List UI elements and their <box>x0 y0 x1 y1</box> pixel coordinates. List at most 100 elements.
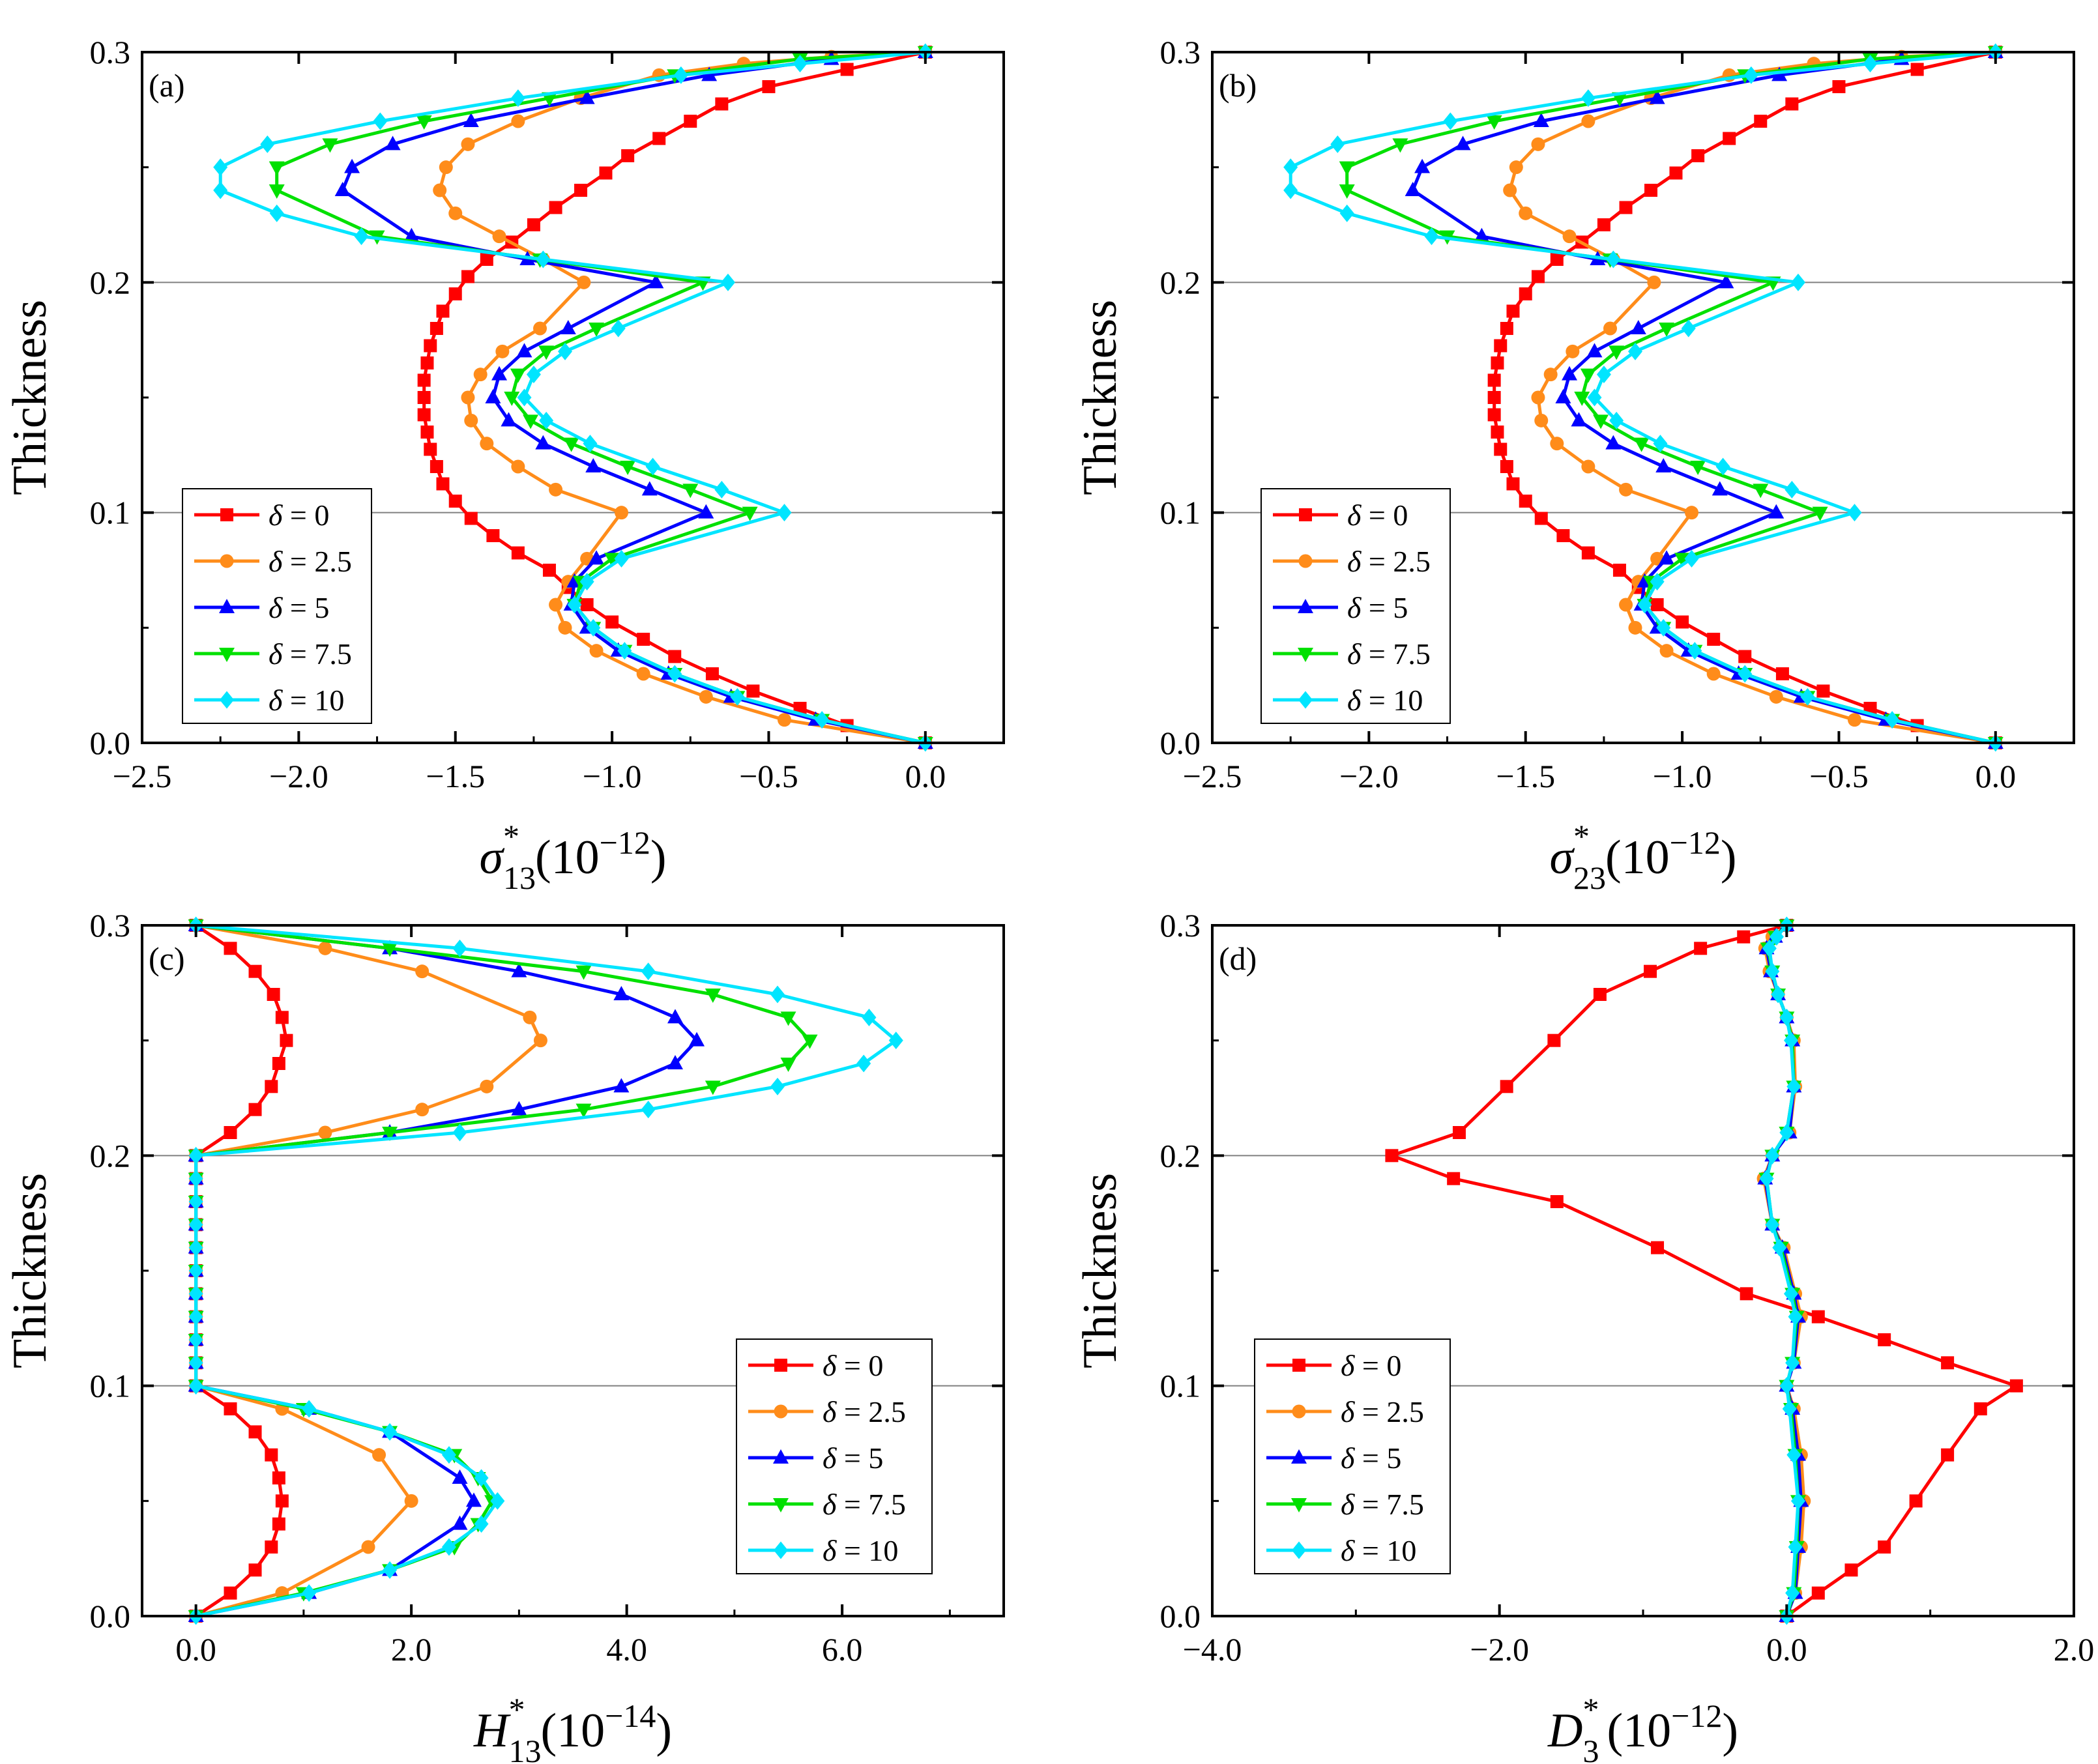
legend: δ = 0δ = 2.5δ = 5δ = 7.5δ = 10 <box>736 1338 933 1574</box>
data-point <box>862 1008 877 1026</box>
data-point <box>1506 477 1520 491</box>
data-point <box>275 1494 289 1508</box>
data-point <box>1771 985 1786 1004</box>
data-point <box>589 323 605 337</box>
panel-d: −4.0 −2.0 0.0 2.0 0.0 0.1 0.2 0.3 (d) Thickness D3… <box>1073 907 2094 1764</box>
data-point <box>436 304 450 318</box>
legend-swatch-marker <box>774 1404 788 1419</box>
data-point <box>516 343 532 358</box>
x-axis-label: σ13 * (10−12) <box>479 818 666 896</box>
x-label-superscript: * <box>508 1691 525 1728</box>
data-point <box>480 253 493 266</box>
data-point <box>1644 184 1658 197</box>
data-point <box>272 1057 285 1070</box>
data-point <box>452 1469 468 1484</box>
legend-symbol: δ <box>823 1395 837 1428</box>
data-point <box>1519 206 1533 220</box>
data-point <box>1283 181 1298 199</box>
x-label-exponent: −14 <box>605 1698 656 1734</box>
data-point <box>1779 1008 1794 1026</box>
x-tick-label: 2.0 <box>391 1631 432 1668</box>
legend-value: = 7.5 <box>1354 1488 1423 1521</box>
x-label-symbol: D <box>1547 1704 1582 1757</box>
data-point <box>599 166 613 180</box>
data-point <box>1779 1377 1794 1395</box>
series-group <box>1385 916 2023 1625</box>
series-group <box>188 916 903 1625</box>
data-point <box>1753 484 1769 499</box>
legend-symbol: δ <box>1341 1488 1355 1521</box>
data-point <box>473 368 488 382</box>
legend-symbol: δ <box>269 637 283 671</box>
data-point <box>636 667 650 681</box>
data-point <box>1681 319 1696 338</box>
legend-entry-label: δ = 0 <box>823 1349 883 1382</box>
data-point <box>511 114 525 128</box>
data-point <box>1765 1215 1780 1234</box>
data-point <box>480 437 494 451</box>
data-point <box>1543 368 1558 382</box>
legend-symbol: δ <box>823 1349 837 1382</box>
x-tick-label: −1.0 <box>583 758 642 794</box>
legend-symbol: δ <box>269 684 283 717</box>
data-point <box>1788 1308 1803 1326</box>
data-point <box>1811 1310 1825 1323</box>
data-point <box>715 97 729 111</box>
data-point <box>1637 596 1652 614</box>
data-point <box>1414 158 1431 173</box>
data-point <box>417 408 431 422</box>
data-point <box>267 988 280 1001</box>
data-point <box>188 1193 203 1211</box>
data-point <box>770 1077 785 1095</box>
data-point <box>1653 435 1668 453</box>
data-point <box>1534 512 1548 525</box>
data-point <box>224 942 237 955</box>
y-tick-label: 0.3 <box>90 907 131 944</box>
legend-swatch-marker <box>774 1541 788 1559</box>
data-point <box>793 55 808 73</box>
legend: δ = 0δ = 2.5δ = 5δ = 7.5δ = 10 <box>182 488 372 724</box>
y-tick-label: 0.2 <box>90 1137 131 1174</box>
data-point <box>461 390 475 405</box>
data-point <box>780 1058 796 1072</box>
data-point <box>420 356 434 369</box>
data-point <box>452 939 467 957</box>
data-point <box>1330 135 1345 153</box>
data-point <box>589 550 605 565</box>
data-point <box>558 620 572 635</box>
legend-entry-label: δ = 5 <box>823 1441 883 1475</box>
data-point <box>770 985 785 1004</box>
y-tick-label: 0.1 <box>90 1368 131 1404</box>
data-point <box>533 1034 547 1048</box>
legend-symbol: δ <box>269 499 283 532</box>
series-line <box>1289 50 1996 745</box>
data-point <box>1609 411 1624 429</box>
x-tick-label: −4.0 <box>1183 1631 1242 1668</box>
data-point <box>579 573 594 591</box>
data-point <box>1506 304 1520 318</box>
x-tick-label: −1.5 <box>426 758 485 794</box>
y-tick-label: 0.1 <box>1160 495 1201 531</box>
data-point <box>511 1101 527 1116</box>
series-line <box>194 923 288 1618</box>
data-point <box>248 1103 262 1116</box>
data-point <box>1694 942 1708 955</box>
x-label-unit: (10 <box>1605 831 1670 884</box>
data-point <box>474 1515 489 1533</box>
data-point <box>322 138 338 153</box>
x-tick-label: −2.5 <box>1183 758 1242 794</box>
data-point <box>888 1032 903 1050</box>
legend-swatch-marker <box>1292 1359 1305 1372</box>
data-point <box>577 275 591 289</box>
data-point <box>549 201 562 214</box>
data-point <box>613 1078 630 1093</box>
data-point <box>448 495 462 508</box>
data-point <box>673 66 688 84</box>
data-point <box>1786 1446 1801 1464</box>
data-point <box>1847 504 1862 522</box>
data-point <box>523 414 539 429</box>
data-point <box>1644 964 1657 978</box>
legend-entry-label: δ = 0 <box>1347 499 1408 532</box>
data-point <box>280 1034 293 1047</box>
data-point <box>1385 1149 1399 1163</box>
